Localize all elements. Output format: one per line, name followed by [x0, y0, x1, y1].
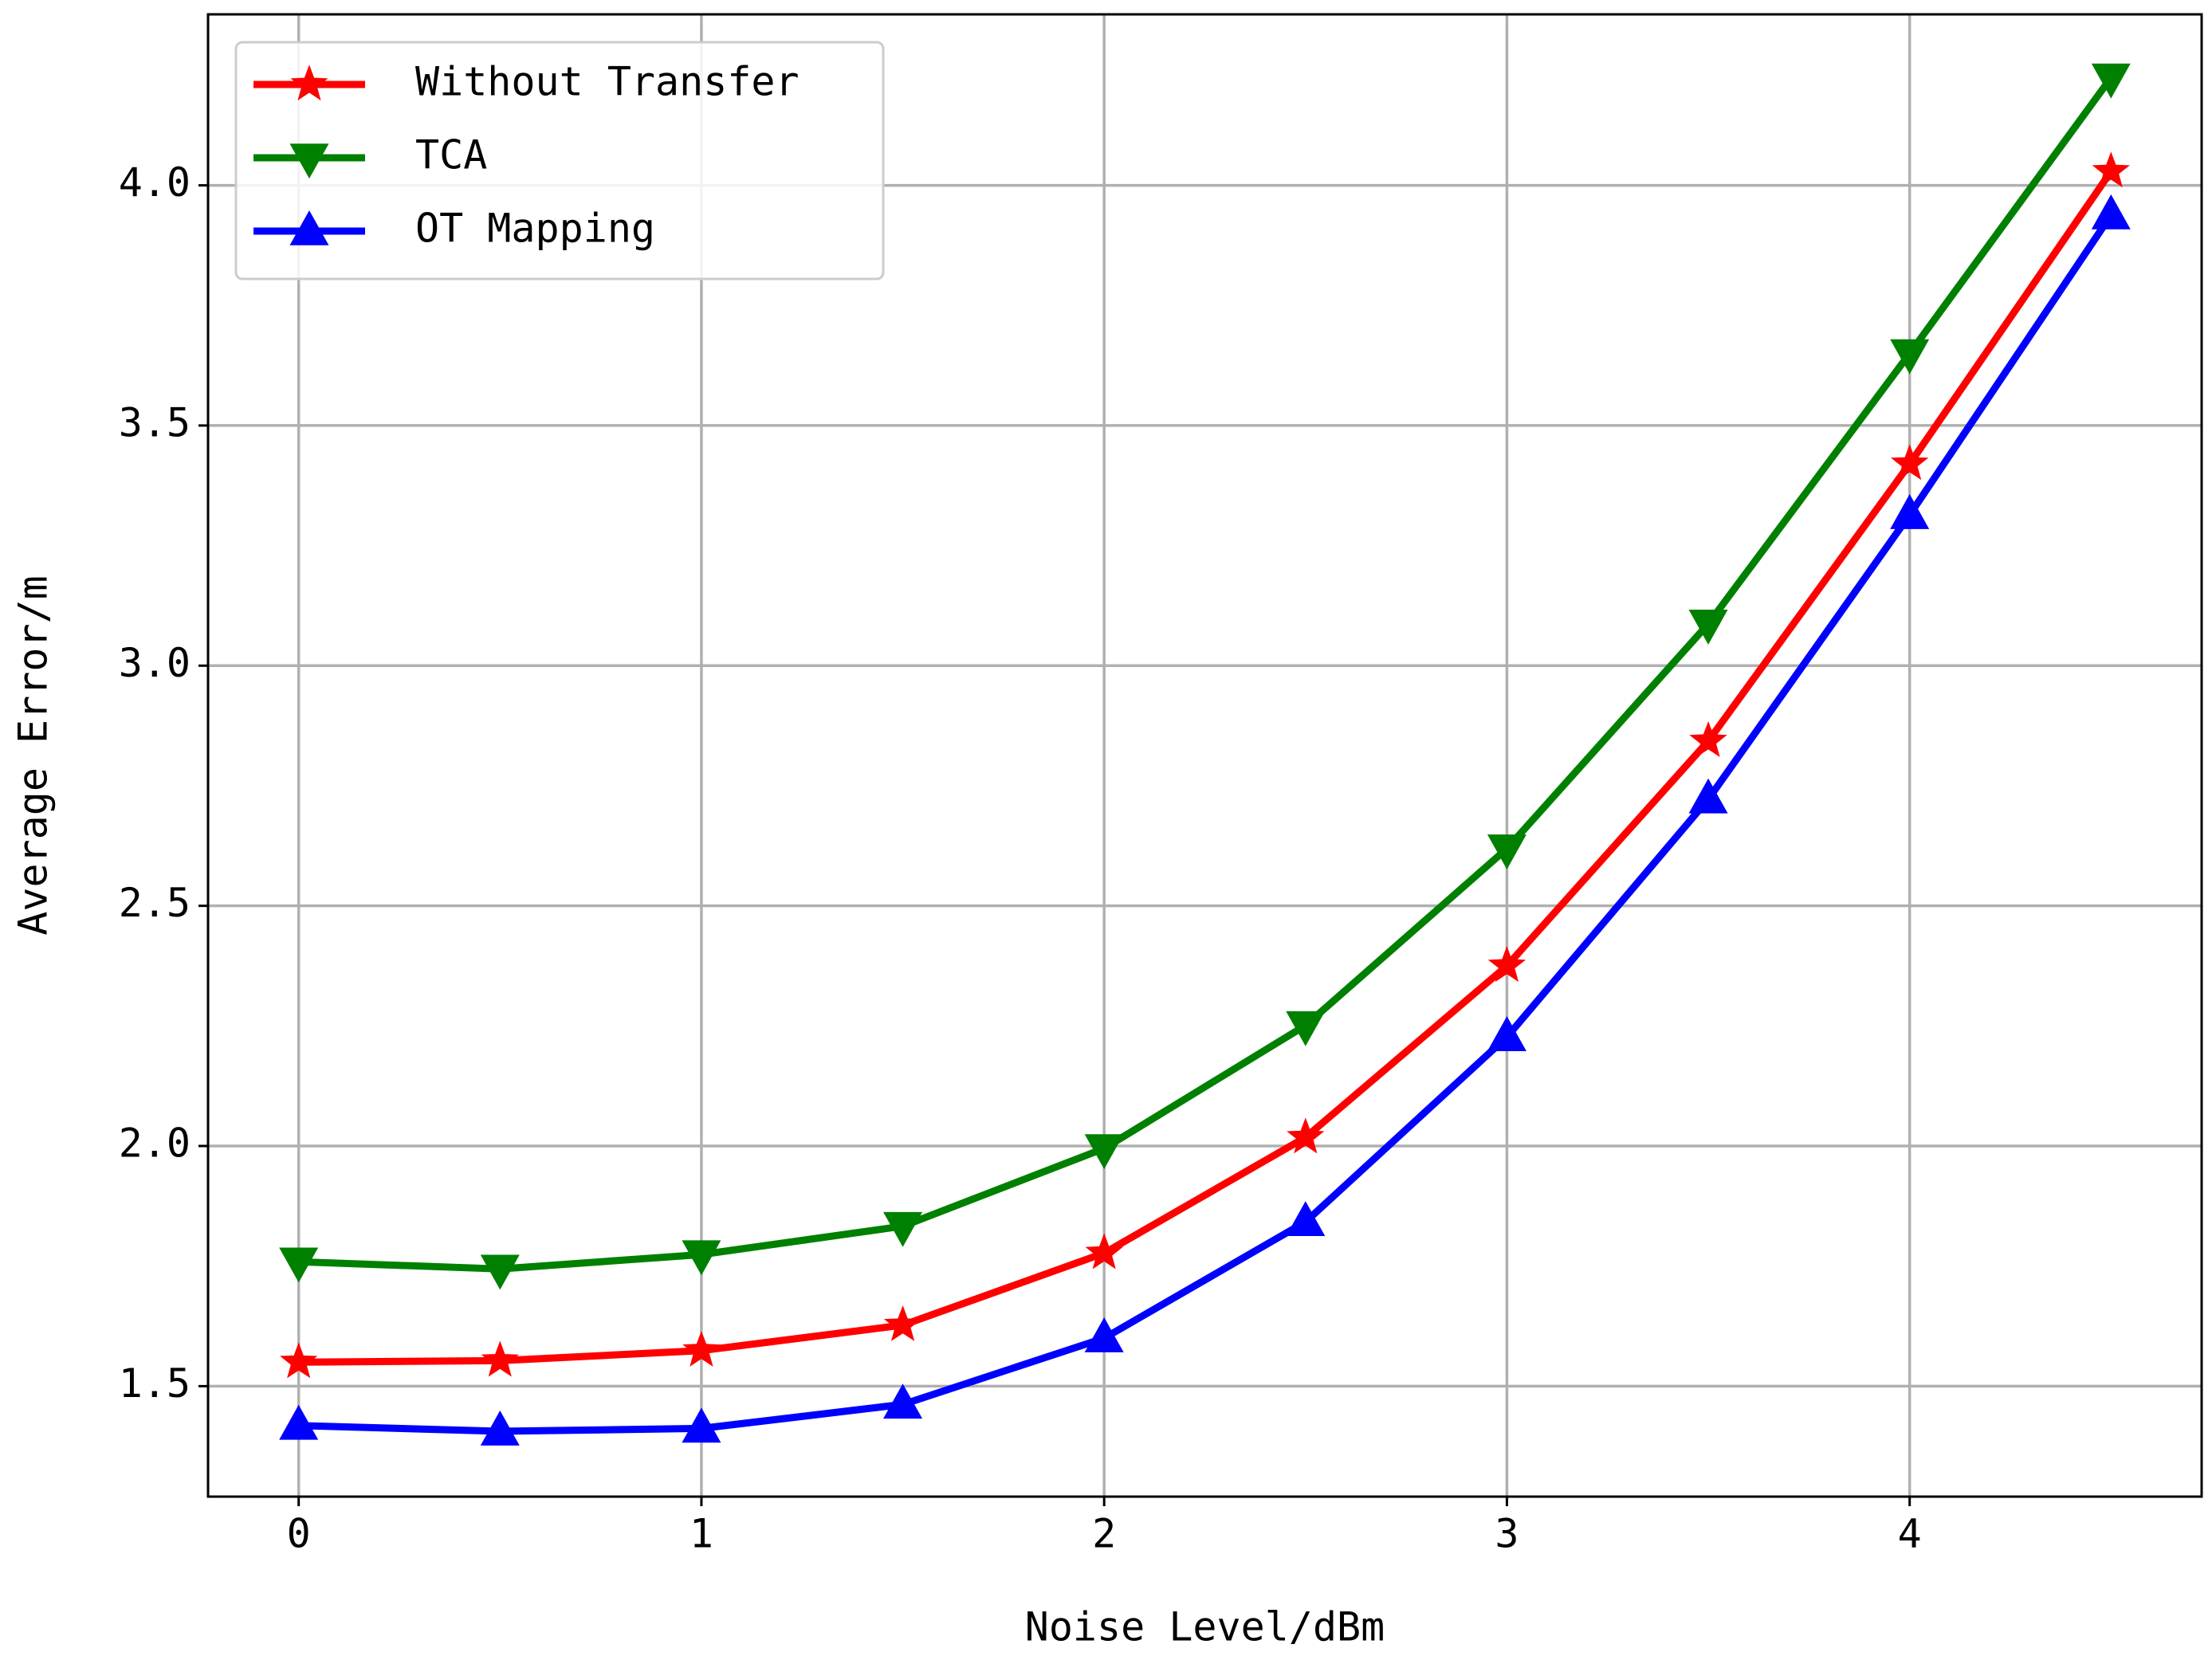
marker — [1891, 444, 1929, 481]
legend-label: OT Mapping — [415, 206, 655, 252]
marker — [1085, 1233, 1123, 1270]
y-tick-label: 3.0 — [119, 640, 191, 686]
marker — [280, 1342, 318, 1379]
marker — [1890, 493, 1930, 529]
x-tick-label: 3 — [1495, 1511, 1519, 1557]
marker — [2092, 151, 2130, 188]
legend-marker — [289, 143, 329, 179]
x-tick-label: 2 — [1092, 1511, 1116, 1557]
legend-marker — [289, 210, 329, 245]
marker — [480, 1410, 520, 1446]
marker — [1487, 834, 1526, 869]
marker — [682, 1240, 721, 1276]
marker — [1487, 946, 1526, 983]
y-tick-label: 2.0 — [119, 1120, 191, 1167]
x-tick-label: 1 — [690, 1511, 713, 1557]
marker — [1689, 721, 1727, 757]
y-tick-label: 3.5 — [119, 399, 191, 445]
marker — [1890, 339, 1930, 375]
marker — [1286, 1011, 1326, 1046]
marker — [1688, 610, 1728, 645]
plot-frame — [206, 13, 2203, 1498]
marker — [883, 1305, 922, 1341]
marker — [883, 1383, 923, 1419]
marker — [1287, 1117, 1325, 1154]
marker — [1286, 1201, 1326, 1237]
series-line — [298, 213, 2115, 1435]
legend: Without Transfer TCA OT Mapping — [234, 41, 885, 281]
marker — [1688, 778, 1728, 814]
marker — [480, 1254, 520, 1290]
y-axis-label: Average Error/m — [10, 575, 57, 936]
marker — [279, 1404, 319, 1440]
marker — [1487, 1016, 1526, 1051]
y-tick-label: 4.0 — [119, 159, 191, 206]
marker — [279, 1247, 319, 1283]
marker — [1084, 1134, 1124, 1170]
legend-box — [234, 41, 885, 281]
marker — [1084, 1317, 1124, 1352]
marker — [883, 1211, 923, 1247]
x-tick-label: 0 — [287, 1511, 311, 1557]
y-tick-label: 1.5 — [119, 1360, 191, 1407]
marker — [682, 1330, 721, 1367]
y-tick-label: 2.5 — [119, 880, 191, 926]
x-axis-label: Noise Level/dBm — [1025, 1604, 1385, 1650]
legend-label: TCA — [415, 132, 487, 179]
x-tick-label: 4 — [1898, 1511, 1922, 1557]
series-line — [298, 75, 2114, 1273]
legend-label: Without Transfer — [415, 59, 800, 105]
series-line — [298, 169, 2115, 1366]
marker — [481, 1340, 519, 1377]
marker — [2091, 194, 2131, 230]
marker — [2091, 63, 2131, 99]
legend-marker — [290, 65, 328, 101]
marker — [682, 1407, 721, 1443]
